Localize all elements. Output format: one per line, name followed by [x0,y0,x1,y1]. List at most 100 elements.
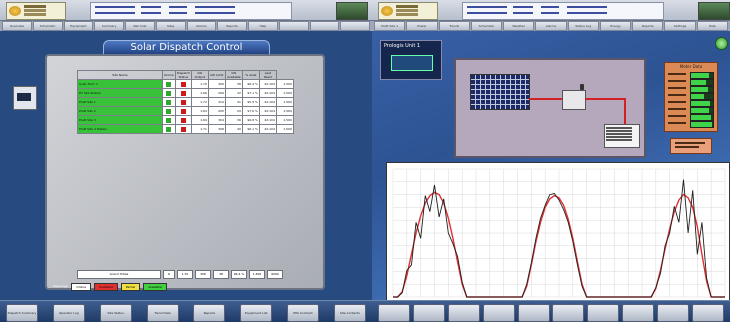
totals-count: 6 [163,270,175,279]
table-row[interactable]: PV Site Station 1.66 299 32 97.1 % 42:104 1,50… [77,88,294,98]
site-name-cell[interactable]: Pratt Site 4 Station [77,124,163,134]
left-tab-6[interactable]: Alarms [186,21,217,31]
left-nav-button-5[interactable]: Equipment List [240,304,273,322]
right-nav-button-8[interactable] [657,304,689,322]
site-screen-thumbnail[interactable] [391,55,433,71]
right-tab-5[interactable]: Alarms [535,21,567,31]
left-tab-5[interactable]: Sites [155,21,186,31]
left-tab-1[interactable]: Schematic [32,21,63,31]
meter-label [668,108,686,110]
site-name-cell[interactable]: Pratt Site 2 [77,106,163,116]
totals-pct: 96.4 % [231,270,247,279]
table-row[interactable]: Pratt Site 2 1.64 295 29 97.6 % 42:104 1,500 [77,106,294,116]
right-tab-7[interactable]: Energy [599,21,632,31]
left-nav-button-7[interactable]: Site Contacts [333,304,366,322]
chart-svg [392,168,726,298]
left-nav-button-0[interactable]: Dispatch Summary [6,304,38,322]
value-cell: 308 [207,124,226,134]
right-tab-1[interactable]: Power [406,21,438,31]
col-kw-limit: kW Limit [207,70,226,80]
value-cell: 42:104 [258,97,277,107]
value-cell: 1.72 [190,97,209,107]
left-tab-4[interactable]: Net Cost [125,21,155,31]
left-tab-11[interactable] [340,21,370,31]
dispatch-indicator[interactable] [174,97,192,107]
table-row[interactable]: Pratt Site 4 Station 1.71 308 40 96.1 % 42:10… [77,124,294,134]
bottom-nav: Dispatch Summary Operator Log Site Status T… [0,300,372,322]
meter-label [668,101,686,103]
header-thumbnail[interactable] [336,2,368,20]
left-tab-7[interactable]: Reports [217,21,247,31]
nav-tabs: Overview Schematic Equipment Summary Net Cos… [0,21,372,31]
right-tab-0[interactable]: Pratt Site 1 [374,21,406,31]
right-tab-8[interactable]: Reports [632,21,664,31]
refresh-icon[interactable] [715,37,728,50]
site-name-cell[interactable]: Solar Farm 1 [77,79,163,89]
dispatch-indicator[interactable] [174,106,192,116]
meter-row [668,86,714,93]
left-tab-2[interactable]: Equipment [63,21,94,31]
right-nav-button-7[interactable] [622,304,655,322]
left-nav-button-6[interactable]: PPA Contract [287,304,320,322]
left-tab-10[interactable] [309,21,340,31]
inverter-icon[interactable] [562,90,586,110]
site-name-cell[interactable]: Pratt Site 1 [77,97,163,107]
value-cell: 32 [224,88,243,98]
right-nav-button-5[interactable] [552,304,585,322]
company-logo-right [378,2,438,20]
right-tab-9[interactable]: Settings [664,21,696,31]
left-tab-9[interactable] [278,21,309,31]
site-name-cell[interactable]: Pratt Site 3 [77,115,163,125]
header-thumbnail-right[interactable] [698,2,730,20]
table-row[interactable]: Pratt Site 1 1.72 310 41 95.9 % 42:104 1,500 [77,97,294,107]
series-line-0 [393,191,725,298]
table-row[interactable]: Solar Farm 1 1.70 306 38 96.4 % 42:104 1,500 [77,79,294,89]
site-name: Prologis Unit 1 [384,43,421,49]
left-nav-button-4[interactable]: Reports [193,304,226,322]
home-button[interactable] [13,86,37,110]
right-nav-button-0[interactable] [378,304,410,322]
right-nav-button-2[interactable] [447,304,480,322]
dispatch-indicator[interactable] [174,115,192,125]
col-dispatch: Dispatch Status [174,70,192,80]
left-tab-3[interactable]: Summary [94,21,124,31]
company-logo [6,2,66,20]
left-nav-button-1[interactable]: Operator Log [52,304,85,322]
value-cell: 1,500 [275,106,294,116]
left-tab-8[interactable]: Help [248,21,278,31]
right-nav-button-4[interactable] [517,304,550,322]
right-nav-button-3[interactable] [482,304,515,322]
right-tab-4[interactable]: Weather [503,21,535,31]
value-cell: 304 [207,115,226,125]
legend-online: Online [71,283,92,291]
meter-bar [690,86,714,93]
right-nav-button-9[interactable] [691,304,724,322]
dispatch-indicator[interactable] [174,79,192,89]
right-tab-3[interactable]: Schematic [470,21,503,31]
meter-row [668,72,714,79]
dispatch-indicator[interactable] [174,124,192,134]
totals-row: Grand Totals 6 1.70 306 38 96.4 % 1,500 … [77,270,283,279]
meter-label [668,122,686,124]
site-name-cell[interactable]: PV Site Station [77,88,163,98]
dispatch-indicator[interactable] [174,88,192,98]
right-tab-2[interactable]: Trends [438,21,470,31]
meter-box[interactable] [604,124,640,148]
online-indicator [162,124,176,134]
left-nav-button-2[interactable]: Site Status [99,304,132,322]
right-nav-button-1[interactable] [412,304,445,322]
dc-wire [529,98,563,100]
left-tab-0[interactable]: Overview [2,21,32,31]
right-nav-button-6[interactable] [587,304,620,322]
value-cell: 1.66 [190,88,209,98]
right-tab-6[interactable]: Status Log [567,21,599,31]
left-nav-button-3[interactable]: Trend Data [146,304,179,322]
value-cell: 38 [224,79,243,89]
right-tab-10[interactable]: Help [696,21,728,31]
value-cell: 36 [224,115,243,125]
meter-row [668,100,714,107]
value-cell: 1.69 [190,115,209,125]
table-row[interactable]: Pratt Site 3 1.69 304 36 96.8 % 42:104 1,500 [77,115,294,125]
alarm-note[interactable] [670,138,712,154]
totals-label: Grand Totals [77,270,161,279]
